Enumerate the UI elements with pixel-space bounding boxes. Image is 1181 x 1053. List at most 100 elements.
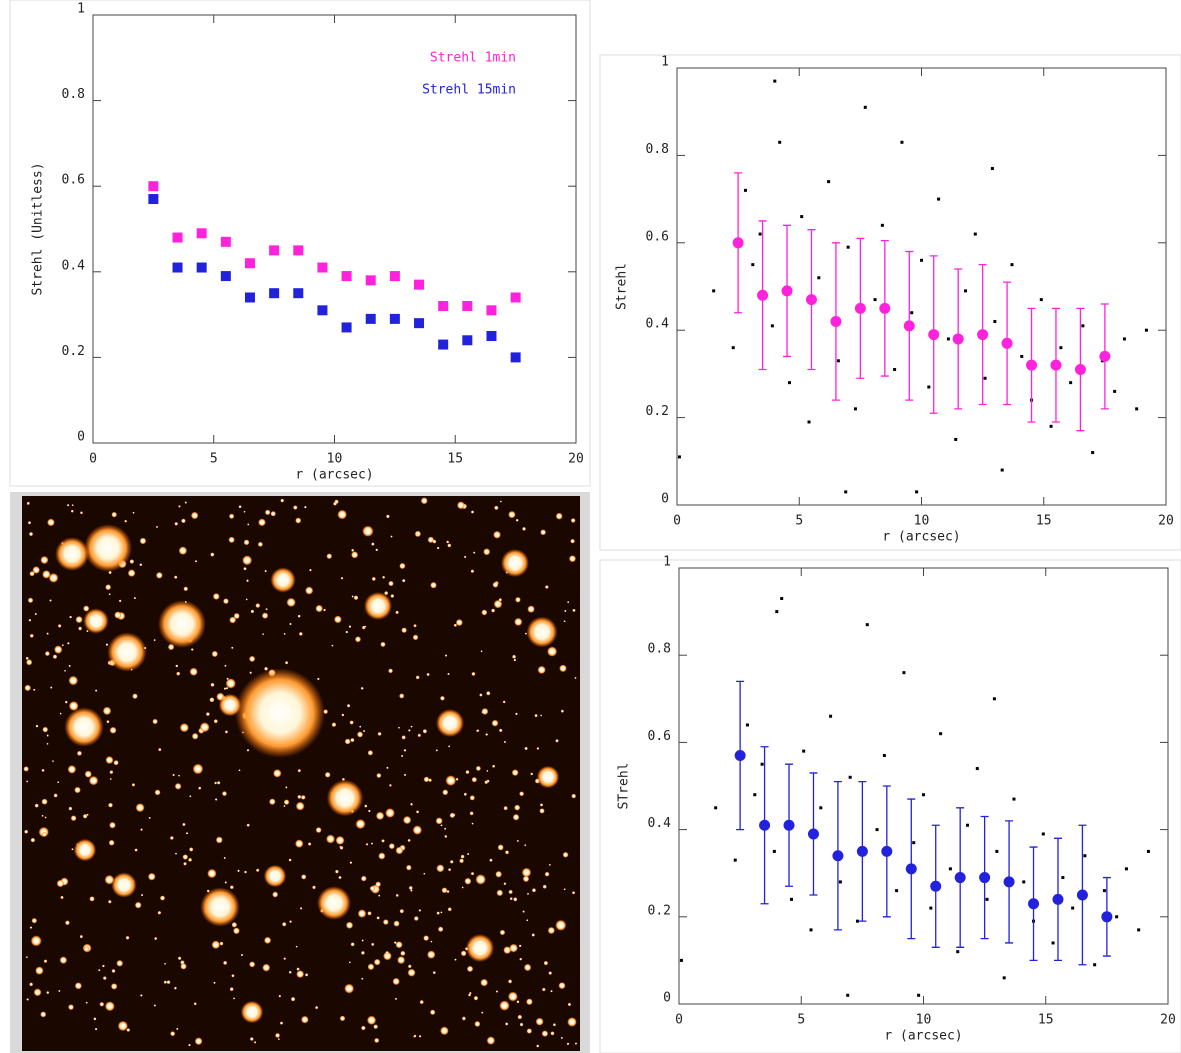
dot — [937, 197, 941, 201]
star — [503, 805, 508, 811]
star — [214, 781, 218, 785]
star — [34, 612, 38, 616]
star — [366, 1015, 377, 1025]
star — [33, 988, 42, 997]
star — [519, 957, 523, 961]
star — [30, 935, 42, 947]
star — [547, 926, 555, 935]
star — [567, 1002, 572, 1007]
star — [541, 1030, 549, 1037]
star — [246, 579, 249, 583]
star — [297, 614, 301, 618]
star — [213, 981, 216, 984]
point — [854, 302, 866, 314]
point — [220, 271, 231, 282]
star — [247, 523, 250, 526]
star — [223, 856, 226, 860]
star — [481, 1011, 484, 1014]
star — [479, 693, 483, 697]
star — [483, 548, 491, 556]
dot — [1071, 906, 1075, 910]
star — [223, 598, 229, 605]
star — [499, 1000, 510, 1011]
star — [113, 760, 119, 766]
star — [399, 562, 406, 570]
star — [537, 665, 546, 675]
star — [367, 963, 375, 971]
bright-star — [84, 524, 132, 572]
star — [294, 839, 304, 848]
star — [105, 643, 109, 647]
star — [516, 1000, 520, 1004]
star — [26, 780, 29, 783]
dot — [1146, 849, 1150, 853]
star — [337, 509, 347, 520]
star — [526, 919, 529, 922]
star — [516, 839, 519, 843]
star — [542, 884, 547, 889]
star — [508, 979, 513, 984]
star — [68, 664, 71, 668]
star-field-image — [10, 492, 590, 1053]
dot — [1069, 381, 1073, 385]
star — [170, 1031, 176, 1037]
star — [24, 684, 32, 692]
star — [188, 857, 193, 862]
star — [484, 780, 489, 785]
dot — [772, 849, 776, 853]
star — [350, 737, 355, 743]
star — [35, 724, 39, 728]
star — [338, 875, 342, 880]
dot — [780, 597, 784, 601]
star — [153, 639, 156, 642]
dot — [1049, 424, 1053, 428]
star — [30, 837, 36, 843]
star — [524, 844, 527, 847]
y-axis-label: Strehl (Unitless) — [31, 162, 46, 295]
star — [300, 794, 306, 800]
star — [249, 655, 256, 663]
point — [269, 245, 280, 256]
star — [315, 827, 322, 834]
dot — [990, 167, 994, 171]
star — [163, 980, 167, 984]
star — [385, 950, 389, 955]
star — [571, 793, 577, 799]
star — [436, 546, 440, 550]
dot — [927, 385, 931, 389]
star — [102, 976, 107, 981]
star — [453, 623, 457, 627]
star — [388, 580, 394, 587]
star — [275, 1032, 281, 1038]
y-axis-label: Strehl — [615, 263, 630, 310]
dot — [745, 723, 749, 727]
star — [323, 608, 326, 612]
star — [304, 973, 309, 977]
star — [264, 666, 269, 671]
star — [245, 598, 248, 601]
star — [378, 852, 386, 860]
y-tick-label: 0.4 — [646, 317, 670, 332]
point — [1052, 893, 1064, 905]
star — [440, 1026, 449, 1036]
star — [496, 889, 504, 897]
star — [54, 645, 63, 654]
x-tick-label: 10 — [916, 1013, 932, 1028]
dot — [778, 140, 782, 144]
star — [104, 1001, 115, 1012]
star — [117, 1020, 128, 1032]
dot — [1115, 915, 1119, 919]
point — [317, 262, 328, 273]
star — [378, 894, 381, 897]
star — [469, 795, 475, 801]
star — [441, 887, 448, 894]
legend-label: Strehl 1min — [430, 51, 516, 66]
star — [413, 624, 417, 628]
star — [460, 854, 465, 859]
y-tick-label: 0.8 — [646, 142, 669, 157]
star — [174, 852, 178, 855]
star — [61, 644, 64, 647]
star — [407, 968, 416, 977]
point — [930, 880, 942, 892]
star — [211, 650, 218, 658]
